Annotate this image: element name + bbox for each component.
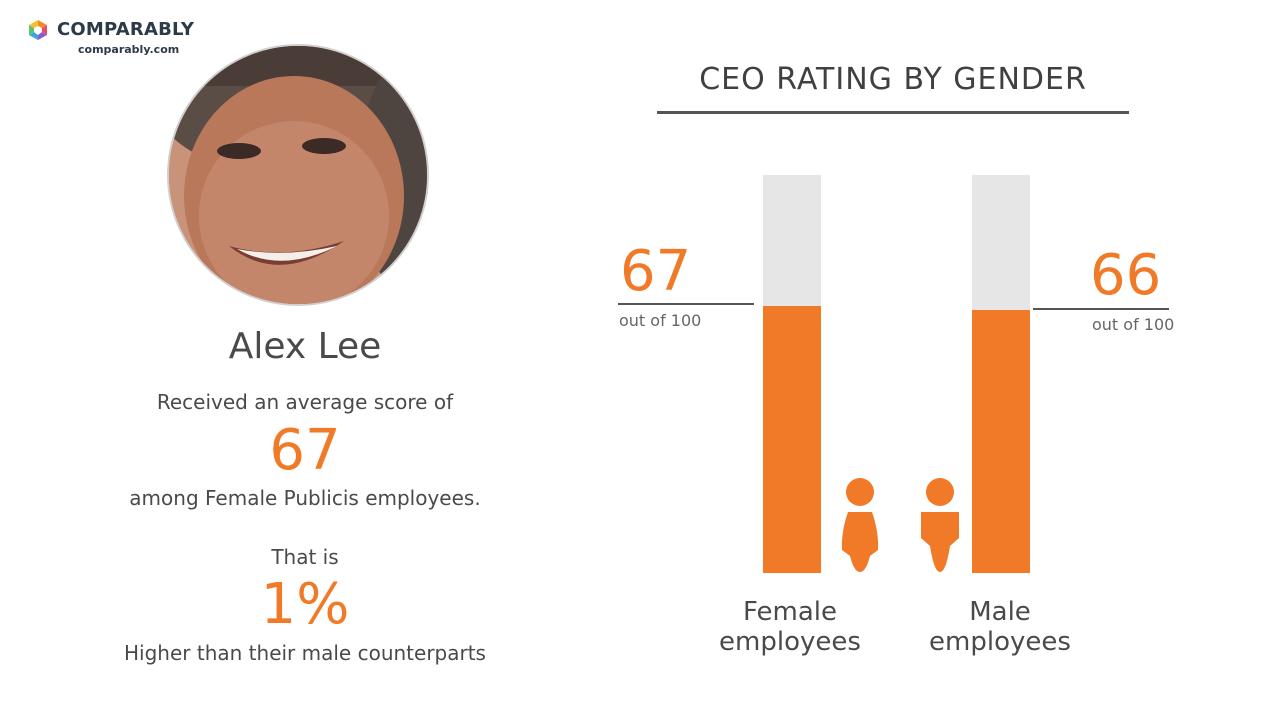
category-label-male: Male employees: [929, 597, 1071, 657]
female-person-icon: [841, 478, 879, 572]
brand-url: comparably.com: [78, 43, 180, 56]
value-rule-female: [618, 303, 754, 305]
avatar: [167, 44, 429, 306]
average-score: 67: [269, 418, 341, 483]
value-suffix-male: out of 100: [1092, 315, 1175, 334]
score-group-text: among Female Publicis employees.: [129, 486, 481, 510]
bar-track-female: [763, 175, 821, 573]
chart-title: CEO RATING BY GENDER: [699, 62, 1087, 97]
difference-intro-text: That is: [271, 545, 339, 569]
bar-track-male: [972, 175, 1030, 573]
score-intro-text: Received an average score of: [156, 390, 454, 414]
difference-description: Higher than their male counterparts: [124, 641, 486, 665]
value-rule-male: [1033, 308, 1169, 310]
comparably-logo-icon: [29, 20, 47, 40]
value-label-male: 66: [1090, 243, 1162, 308]
brand-name: COMPARABLY: [57, 19, 195, 40]
title-underline: [657, 111, 1129, 114]
category-label-female: Female employees: [719, 597, 861, 657]
value-label-female: 67: [620, 239, 692, 304]
male-person-icon: [921, 478, 959, 572]
value-suffix-female: out of 100: [619, 311, 702, 330]
portrait-image: [169, 46, 427, 304]
bar-female: [763, 306, 821, 573]
difference-percent: 1%: [260, 572, 350, 637]
person-name: Alex Lee: [228, 326, 382, 367]
bar-male: [972, 310, 1030, 573]
